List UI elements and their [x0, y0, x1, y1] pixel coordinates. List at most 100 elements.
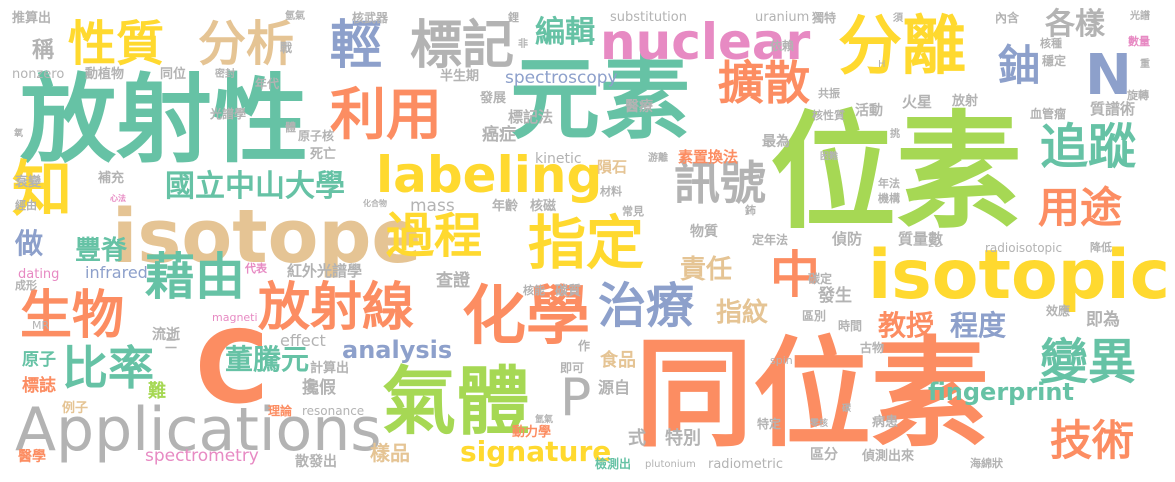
word-yixue: 醫學 [18, 449, 46, 465]
word-magneti: magneti [212, 311, 258, 324]
word-tebie: 特別 [665, 428, 701, 449]
word-daibiao: 代表 [245, 262, 267, 275]
word-zuo: 做 [15, 227, 44, 260]
word-huaxue: 化學 [462, 280, 590, 354]
word-jieyou: 藉由 [145, 248, 245, 306]
word-c: C [195, 309, 269, 426]
word-jiwei: 即為 [1086, 310, 1120, 330]
word-jingyou: 經由 [15, 199, 37, 212]
word-yuanzi: 原子 [22, 350, 56, 370]
word-fenxi: 分析 [198, 16, 295, 72]
word-tan: 碳 [842, 404, 852, 414]
word-jike: 即可 [560, 361, 585, 375]
word-shi: 式 [628, 428, 646, 449]
word-hewuqi: 核武器 [352, 11, 389, 25]
word-hexingzhi: 核性質 [812, 109, 845, 122]
word-h: H [878, 59, 886, 70]
word-qufen: 區分 [810, 447, 838, 463]
word-tongweisu: 同位素 [635, 325, 990, 463]
word-tanding: 碳定 [808, 272, 833, 286]
word-weisu: 位素 [770, 99, 1022, 246]
word-chengxing: 成形 [15, 279, 37, 292]
word-teding: 特定 [757, 417, 782, 431]
word-liyong: 利用 [330, 83, 442, 148]
word-analysis: analysis [342, 336, 453, 364]
word-nonzero: nonzero [12, 67, 65, 82]
word-li: 鋰 [508, 11, 519, 24]
word-spectroscopy: spectroscopy [505, 68, 618, 88]
word-zhiliao: 治療 [598, 278, 695, 334]
word-donglixue: 動力學 [512, 425, 552, 440]
word-cheng: 稱 [32, 38, 55, 63]
word-kuosan: 擴散 [718, 56, 810, 110]
word-dingnianfa: 定年法 [752, 233, 789, 247]
word-chazheng: 查證 [436, 271, 470, 291]
word-zhi: 知 [12, 155, 72, 225]
word-yuansu: 元素 [510, 47, 690, 152]
word-applications: Applications [15, 395, 382, 465]
word-tanzhi: 碳質 [555, 284, 582, 299]
word-guocheng: 過程 [386, 208, 483, 264]
word-signature: signature [460, 435, 612, 468]
word-guangpuxue: 光譜學 [210, 107, 247, 121]
word-ti: 體 [285, 121, 296, 134]
word-shipin: 食品 [600, 350, 636, 371]
word-fangshexian: 放射線 [258, 278, 415, 338]
word-radioisotopic: radioisotopic [985, 241, 1063, 255]
word-2d: 2D [928, 239, 943, 250]
word-nuclear: nuclear [600, 13, 811, 71]
word-dute: 獨特 [812, 11, 837, 25]
word-huodong: 活動 [855, 103, 883, 119]
word-resonance: resonance [302, 404, 365, 418]
word-wending: 穩定 [1042, 54, 1067, 68]
word-zhuizong: 追蹤 [1040, 119, 1137, 175]
word-fasheng: 發生 [818, 286, 852, 306]
word-jigou: 機構 [878, 192, 900, 205]
word-qiti: 氣體 [382, 359, 530, 445]
word-p: P [560, 368, 592, 428]
word-bu: 鈽 [745, 204, 756, 217]
word-lizi: 例子 [62, 401, 89, 416]
word-fengji: 豐脊 [75, 236, 128, 266]
word-xuanzhuan: 旋轉 [1127, 89, 1149, 102]
word-zuo2: 作 [578, 339, 591, 353]
word-zhiliangshu: 質量數 [898, 230, 944, 248]
word-jiangdi: 降低 [1090, 241, 1112, 254]
word-zhiwen: 指紋 [716, 298, 769, 328]
word-nianling: 年齡 [492, 199, 519, 214]
word-yangpin: 樣品 [370, 441, 410, 465]
word-zuiwei: 最為 [762, 134, 790, 150]
word-shuliang: 數量 [1128, 35, 1150, 48]
word-fingerprint: fingerprint [928, 378, 1074, 406]
word-yuanzi2: 源自 [598, 378, 631, 397]
word-mr: MR [32, 319, 50, 332]
word-tongwei: 同位 [160, 67, 187, 82]
word-infrared: infrared [85, 263, 148, 282]
word-zeren: 責任 [680, 255, 733, 285]
word-gongzhen: 共振 [818, 87, 840, 100]
word-guangpu: 光譜 [1130, 11, 1150, 22]
word-chengdu: 程度 [950, 309, 1007, 342]
word-fazhan: 發展 [480, 91, 507, 106]
word-uranium: uranium [755, 10, 810, 25]
word-linghe: 零核 [810, 419, 829, 429]
word-qubie: 區別 [802, 309, 827, 323]
word-n: N [1085, 43, 1132, 108]
word-biaojifa: 標記法 [508, 108, 554, 126]
word-er: 二 [165, 337, 178, 351]
word-spin: spin [770, 354, 793, 367]
word-jisuanchu: 計算出 [310, 361, 350, 376]
word-isotope: isotope [112, 194, 422, 280]
word-biaozhi: 標誌 [22, 376, 56, 396]
word-aizheng: 癌症 [482, 125, 516, 145]
word-shuaibian: 衰變 [15, 175, 42, 190]
word-zhenfang: 偵防 [832, 230, 863, 248]
word-changjian: 常見 [622, 205, 644, 218]
word-sanfachu: 散發出 [295, 454, 337, 470]
word-biaoji: 標記 [410, 16, 515, 76]
word-jiaoshou: 教授 [878, 309, 935, 342]
word-zhence: 偵測出來 [862, 449, 915, 464]
word-heneng: 核能 [523, 284, 545, 297]
word-tuisuanchu: 推算出 [12, 11, 52, 26]
